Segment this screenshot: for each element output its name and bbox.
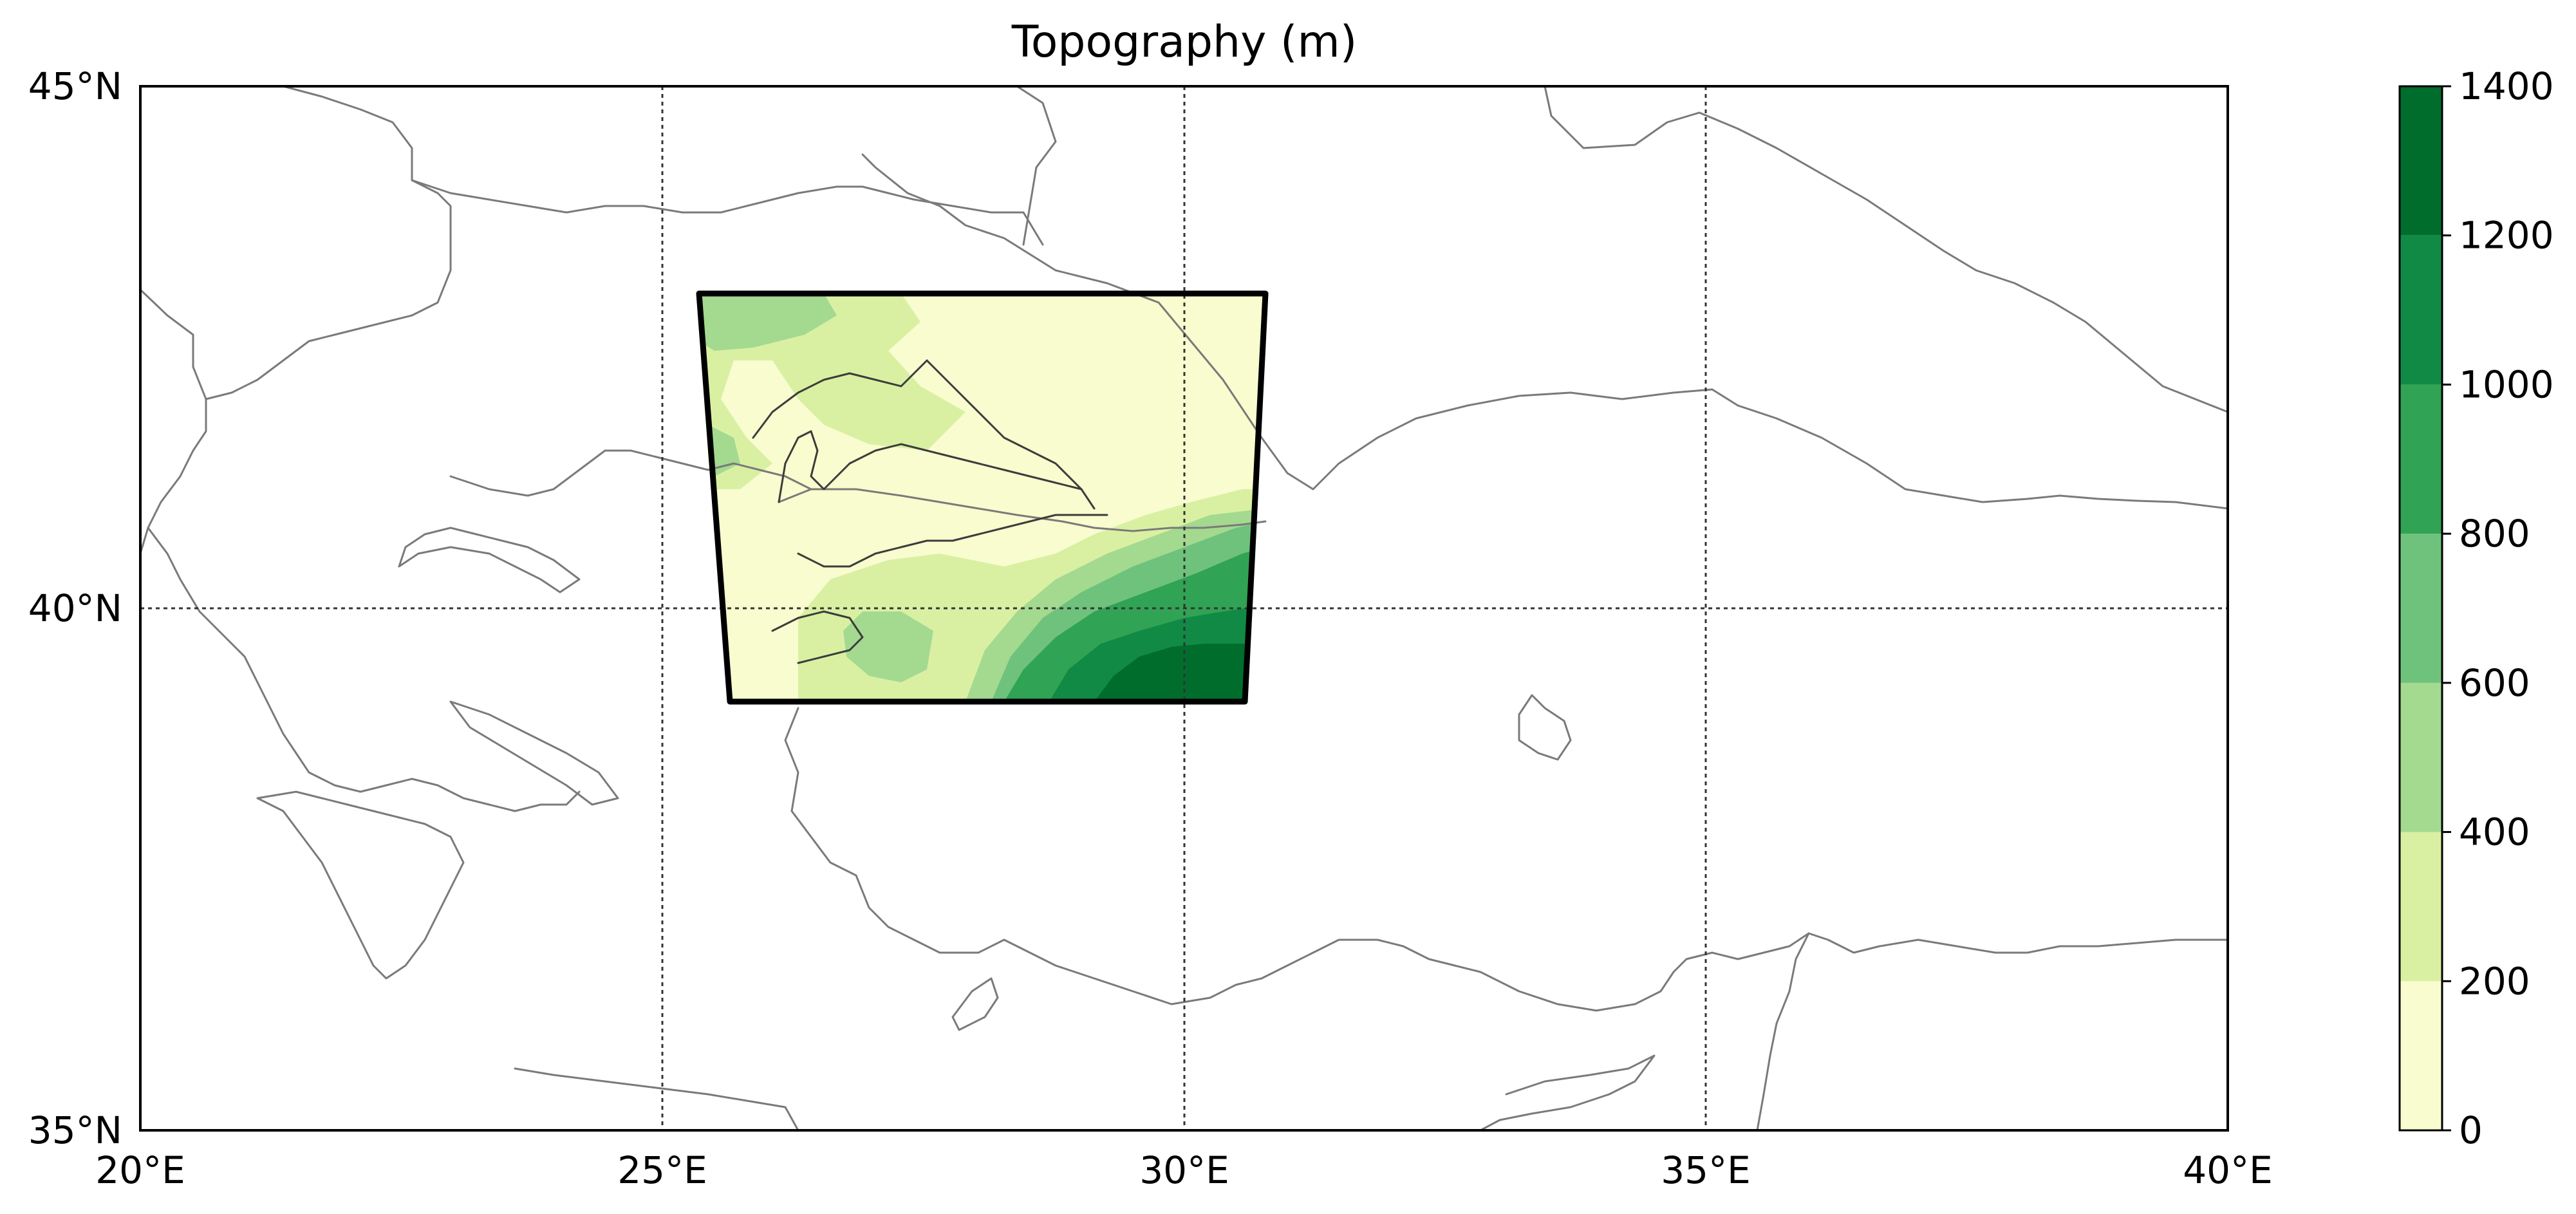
lake-tuz-coast	[1518, 694, 1572, 761]
crete-coast	[514, 1067, 799, 1130]
bosphorus-line	[926, 359, 1083, 490]
topo-level-400-600-south	[843, 612, 933, 682]
map-title: Topography (m)	[1011, 17, 1358, 68]
colorbar: 0 200 400 600 800 1000 1200 1400	[2398, 64, 2554, 1152]
black-sea-north-coast	[1016, 86, 1057, 246]
domain-box-outline	[696, 290, 1269, 705]
european-turkey-border	[752, 359, 928, 439]
colorbar-bands	[2400, 86, 2442, 1130]
evia-coast	[449, 700, 619, 806]
colorbar-band	[2400, 384, 2442, 534]
peloponnese-coast	[256, 790, 465, 980]
anatolia-south-coast	[784, 707, 2228, 1012]
map-panel	[139, 85, 2229, 1132]
balkan-borders	[140, 288, 207, 555]
danube-border	[411, 179, 1044, 246]
lon-tick-label: 35°E	[1661, 1148, 1750, 1192]
topo-level-1200-1400	[1094, 644, 1265, 702]
black-sea-coast	[861, 153, 2228, 510]
lat-tick-label: 40°N	[28, 586, 122, 630]
colorbar-tick-label: 200	[2459, 959, 2530, 1003]
coastlines	[140, 86, 2228, 1130]
chalkidiki-coast	[398, 527, 581, 593]
colorbar-frame	[2398, 85, 2443, 1132]
topography-field	[699, 294, 1265, 702]
gallipoli-line	[771, 610, 864, 664]
inner-borders	[752, 359, 1108, 664]
colorbar-tick-label: 800	[2459, 512, 2530, 556]
bulgaria-south-border	[449, 449, 812, 497]
map-frame	[139, 85, 2229, 1132]
lon-tick-label: 20°E	[95, 1148, 185, 1192]
colorbar-tick-label: 1400	[2459, 64, 2554, 108]
lat-tick-labels: 35°N 40°N 45°N	[28, 64, 122, 1152]
topo-level-400-600-northwest	[699, 294, 837, 351]
gridlines	[140, 86, 2228, 1130]
colorbar-tick-label: 600	[2459, 661, 2530, 705]
lat-tick-label: 35°N	[28, 1108, 122, 1152]
colorbar-ticks: 0 200 400 600 800 1000 1200 1400	[2442, 64, 2554, 1152]
colorbar-band	[2400, 235, 2442, 385]
crimea-coast	[1544, 86, 2228, 413]
colorbar-tick-label: 1000	[2459, 362, 2554, 406]
colorbar-band	[2400, 832, 2442, 982]
colorbar-tick-label: 0	[2459, 1108, 2483, 1152]
lat-tick-label: 45°N	[28, 64, 122, 108]
lon-tick-label: 30°E	[1139, 1148, 1229, 1192]
lon-tick-labels: 20°E 25°E 30°E 35°E 40°E	[95, 1148, 2272, 1192]
thrace-border	[778, 430, 1096, 510]
greece-mainland	[147, 527, 581, 812]
colorbar-tick-label: 400	[2459, 810, 2530, 854]
cyprus-coast	[1479, 1054, 1656, 1130]
levant-coast	[1756, 932, 1810, 1130]
dardanelles-line	[797, 514, 1108, 568]
colorbar-band	[2400, 86, 2442, 236]
colorbar-band	[2400, 682, 2442, 832]
lon-tick-label: 25°E	[617, 1148, 707, 1192]
balkan-north-border	[205, 86, 452, 400]
colorbar-band	[2400, 981, 2442, 1130]
colorbar-tick-label: 1200	[2459, 214, 2554, 257]
rhodes-coast	[951, 977, 999, 1031]
colorbar-band	[2400, 534, 2442, 683]
lon-tick-label: 40°E	[2183, 1148, 2272, 1192]
